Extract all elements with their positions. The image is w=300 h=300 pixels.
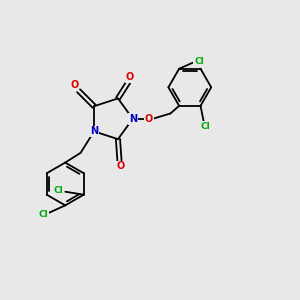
Text: O: O [70,80,78,90]
Text: Cl: Cl [194,57,204,66]
Text: Cl: Cl [39,210,48,219]
Text: Cl: Cl [200,122,210,130]
Text: N: N [90,126,98,136]
Text: O: O [126,72,134,82]
Text: O: O [117,161,125,172]
Text: Cl: Cl [54,186,64,195]
Text: O: O [145,114,153,124]
Text: N: N [129,114,137,124]
